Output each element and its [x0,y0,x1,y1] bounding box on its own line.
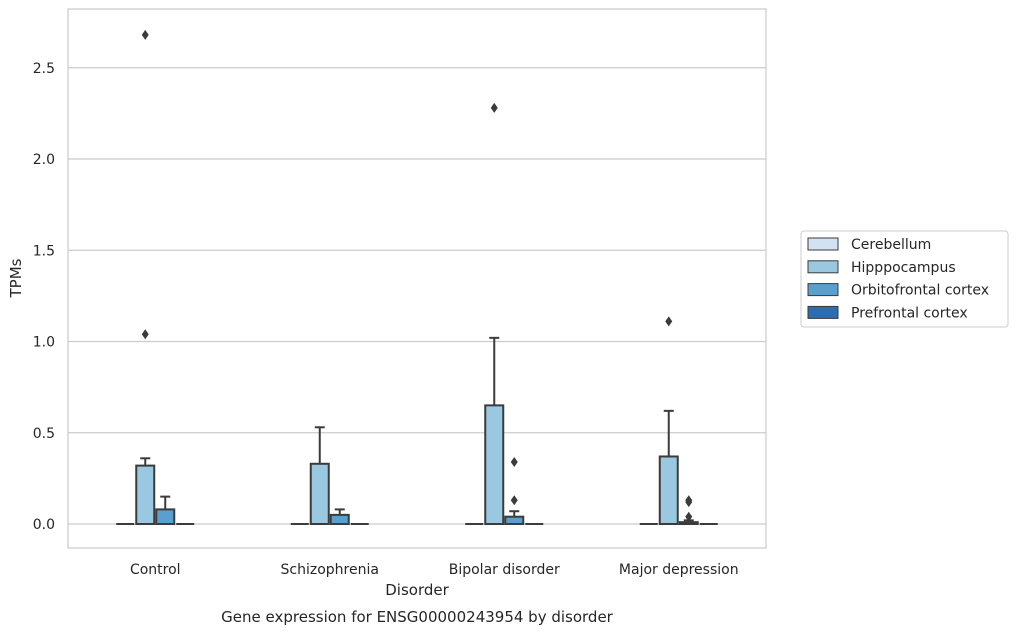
box-body [329,513,350,525]
outlier-point [665,316,673,327]
box-body [155,508,176,525]
outlier-point [490,102,498,113]
box-body [135,464,156,526]
box-body [658,455,679,526]
box-hipppocampus [135,29,156,526]
x-tick-label: Control [130,562,181,578]
legend-swatch [807,260,839,274]
legend-label: Hipppocampus [851,260,956,276]
y-axis-ticks: 0.0 0.5 1.0 1.5 2.0 2.5 [33,61,55,533]
legend: Cerebellum Hipppocampus Orbitofrontal cort… [800,230,1009,328]
outlier-point [141,329,149,340]
legend-swatch [807,283,839,297]
x-tick-label: Schizophrenia [281,562,379,578]
box-hipppocampus [309,426,330,525]
plot-frame [67,8,767,549]
box-body [309,462,330,525]
box-orbitofrontal-cortex [504,456,525,526]
legend-frame [800,230,1009,328]
legend-swatch [807,305,839,319]
x-tick-label: Bipolar disorder [449,562,560,578]
y-tick-label: 1.5 [33,243,55,259]
y-tick-label: 0.0 [33,517,55,533]
box-orbitofrontal-cortex [329,508,350,525]
x-axis-ticks: Control Schizophrenia Bipolar disorder Majo… [130,562,739,578]
y-tick-label: 2.0 [33,152,55,168]
x-tick-label: Major depression [619,562,739,578]
box-series [116,29,718,526]
box-orbitofrontal-cortex [155,495,176,525]
legend-label: Orbitofrontal cortex [851,283,989,299]
box-hipppocampus [484,102,505,525]
box-hipppocampus [658,316,679,526]
legend-label: Prefrontal cortex [851,305,968,321]
outlier-point [141,29,149,40]
legend-swatch [807,237,839,251]
box-body [484,404,505,525]
outlier-point [685,495,693,506]
y-tick-label: 0.5 [33,426,55,442]
box-orbitofrontal-cortex [678,495,699,525]
y-tick-label: 1.0 [33,335,55,351]
outlier-point [510,456,518,467]
y-axis-label: TPMs [7,258,25,298]
box-body [504,515,525,526]
outlier-point [685,511,693,522]
chart-caption: Gene expression for ENSG00000243954 by d… [221,608,614,626]
legend-label: Cerebellum [851,237,931,253]
outlier-point [510,495,518,506]
y-tick-label: 2.5 [33,61,55,77]
x-axis-label: Disorder [385,581,449,599]
